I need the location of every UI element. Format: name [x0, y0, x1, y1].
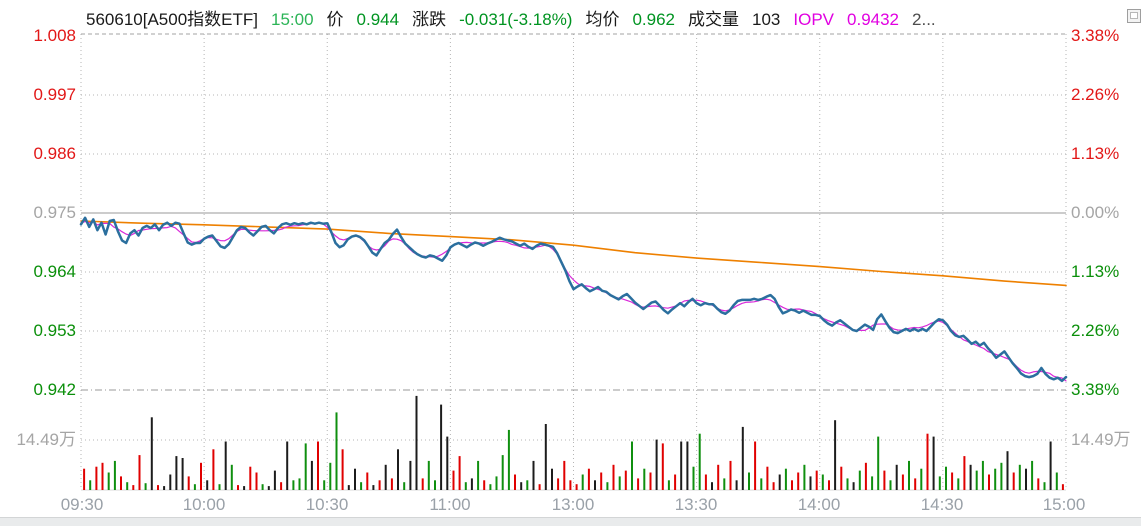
pct-axis-label-baseline: 0.00% [1071, 203, 1120, 222]
iopv-value: 0.9432 [847, 10, 900, 29]
volume-scale-label-right: 14.49万 [1071, 430, 1131, 449]
time-tick-label: 10:00 [182, 495, 226, 514]
pct-axis-label: 3.38% [1071, 26, 1120, 45]
time-tick-label: 15:00 [1042, 495, 1086, 514]
pct-axis-label: 2.26% [1071, 85, 1120, 104]
pct-axis-label: 2.26% [1071, 321, 1120, 340]
y-axis-label: 0.997 [33, 85, 76, 104]
time-tick-label: 13:30 [674, 495, 718, 514]
pct-axis-label: 1.13% [1071, 144, 1120, 163]
y-axis-label: 0.953 [33, 321, 76, 340]
pct-axis-label: 3.38% [1071, 380, 1120, 399]
y-axis-label: 0.964 [33, 262, 76, 281]
change-value: -0.031(-3.18%) [459, 10, 573, 29]
y-axis-label: 0.942 [33, 380, 76, 399]
symbol-label: 560610[A500指数ETF] [86, 10, 258, 29]
horizontal-scrollbar[interactable] [0, 517, 1141, 526]
iopv-label: IOPV [793, 10, 835, 29]
y-axis-label-baseline: 0.975 [33, 203, 76, 222]
time-tick-label: 14:30 [920, 495, 964, 514]
time-tick-label: 09:30 [60, 495, 104, 514]
truncated-text: 2... [912, 10, 936, 29]
turnover-label: 成交量 [688, 10, 740, 29]
time-tick-label: 10:30 [305, 495, 349, 514]
quote-header: 560610[A500指数ETF] 15:00 价 0.944 涨跌 -0.03… [86, 5, 936, 30]
change-label: 涨跌 [412, 10, 447, 29]
volume-scale-label-left: 14.49万 [16, 430, 76, 449]
time-tick-label: 13:00 [551, 495, 595, 514]
time-tick-label: 11:00 [429, 495, 471, 514]
price-value: 0.944 [356, 10, 400, 29]
turnover-value: 103 [752, 10, 781, 29]
restore-window-icon-inner [1130, 12, 1138, 19]
avg-price-label: 均价 [585, 10, 620, 29]
y-axis-label: 1.008 [33, 26, 76, 45]
pct-axis-label: 1.13% [1071, 262, 1120, 281]
time-tick-label: 14:00 [797, 495, 841, 514]
price-label: 价 [326, 10, 344, 29]
y-axis-label: 0.986 [33, 144, 76, 163]
avg-price-value: 0.962 [632, 10, 676, 29]
quote-time: 15:00 [270, 10, 314, 29]
